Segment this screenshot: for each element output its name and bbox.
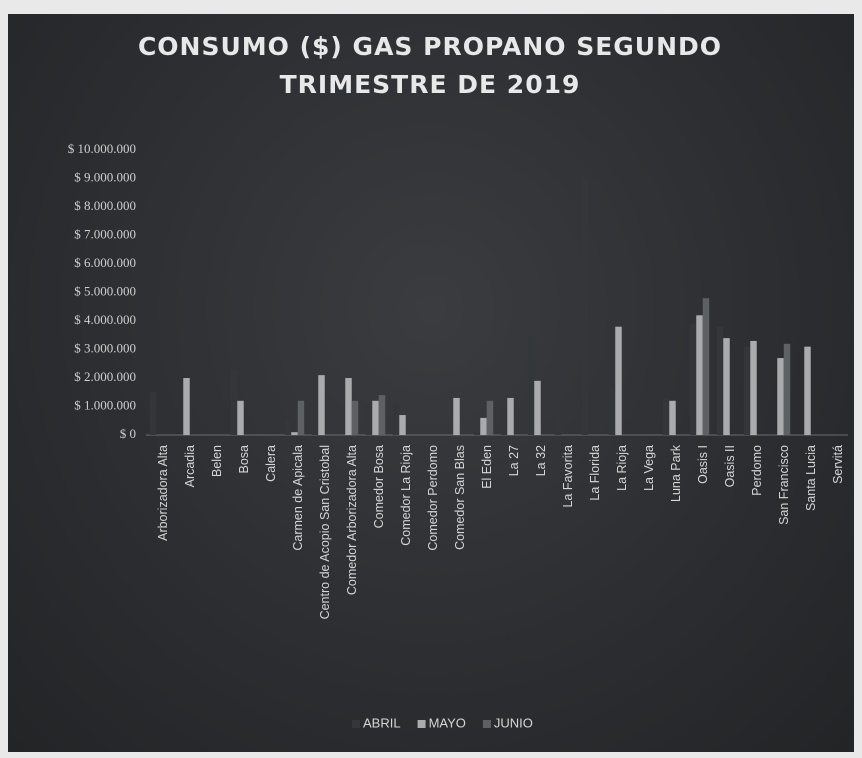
bar [230, 369, 238, 435]
x-tick-label: Comedor Perdomo [426, 445, 440, 551]
x-tick-label: Comedor Bosa [372, 445, 386, 528]
bar [318, 375, 325, 435]
x-tick-label: La 27 [507, 445, 521, 476]
bar [392, 403, 400, 435]
x-tick-label: La Florida [588, 445, 602, 501]
bar [689, 323, 697, 435]
bar [297, 400, 305, 435]
y-tick-label: $ 2.000.000 [74, 369, 136, 384]
y-tick-label: $ 1.000.000 [74, 397, 136, 412]
x-tick-label: La Favorita [561, 445, 575, 508]
y-tick-label: $ 0 [120, 426, 136, 441]
bar [345, 378, 352, 435]
bar [365, 403, 373, 435]
bar [777, 358, 784, 435]
bar [149, 392, 157, 435]
bar [615, 326, 622, 435]
bar [669, 400, 676, 435]
x-tick-label: Centro de Acopio San Cristobal [318, 445, 332, 619]
bar [716, 326, 724, 435]
legend-swatch [417, 720, 426, 728]
bar [702, 298, 710, 435]
bar [723, 338, 730, 435]
y-tick-label: $ 5.000.000 [74, 283, 136, 298]
chart-title: CONSUMO ($) GAS PROPANO SEGUNDO TRIMESTR… [137, 32, 723, 99]
x-tick-label: San Francisco [777, 445, 791, 525]
bar [507, 397, 514, 435]
y-tick-label: $ 4.000.000 [74, 312, 136, 327]
x-tick-label: Belen [210, 445, 224, 477]
bar [473, 432, 481, 435]
legend-label: MAYO [429, 715, 466, 730]
legend-swatch [352, 720, 360, 728]
bar [783, 343, 791, 435]
x-tick-label: La Vega [642, 445, 656, 491]
y-tick-label: $ 9.000.000 [74, 169, 136, 184]
bar [284, 417, 292, 435]
bar [554, 412, 562, 435]
bar [804, 346, 811, 435]
y-tick-label: $ 7.000.000 [74, 226, 136, 241]
bar [608, 386, 616, 435]
x-tick-label: Carmen de Apicala [291, 445, 305, 551]
bar [696, 315, 703, 435]
y-tick-label: $ 6.000.000 [74, 255, 136, 270]
x-tick-label: Comedor Arborizadora Alta [345, 445, 359, 595]
x-tick-label: Arcadia [183, 445, 197, 487]
x-tick-label: La Rioja [615, 445, 629, 491]
x-tick-label: Oasis II [723, 445, 737, 487]
bar [743, 346, 751, 435]
chart-background [8, 14, 854, 752]
bar [378, 395, 386, 435]
x-tick-label: Oasis I [696, 445, 710, 484]
bar [750, 340, 757, 435]
x-tick-label: Servitá [831, 445, 845, 484]
x-tick-label: La 32 [534, 445, 548, 476]
bar [534, 380, 541, 435]
y-tick-label: $ 8.000.000 [74, 198, 136, 213]
bar [527, 335, 535, 435]
x-tick-label: El Eden [480, 445, 494, 489]
bar [237, 400, 244, 435]
bar [480, 417, 487, 435]
bar [351, 400, 359, 435]
legend-label: JUNIO [494, 715, 533, 730]
bar [453, 397, 460, 435]
bar [372, 400, 379, 435]
bar [581, 178, 589, 435]
x-tick-label: Perdomo [750, 445, 764, 496]
bar [486, 400, 494, 435]
x-tick-label: Luna Park [669, 444, 683, 502]
bar [662, 397, 670, 435]
legend-swatch [482, 720, 491, 728]
y-tick-label: $ 10.000.000 [68, 141, 136, 156]
bar [500, 406, 508, 435]
bar [311, 397, 319, 435]
x-tick-label: Arborizadora Alta [156, 445, 170, 541]
x-tick-label: Bosa [237, 445, 251, 474]
x-tick-label: Comedor San Blas [453, 445, 467, 550]
bar [183, 378, 190, 435]
x-tick-label: Calera [264, 445, 278, 482]
x-tick-label: Santa Lucia [804, 445, 818, 511]
bar [291, 432, 298, 435]
y-tick-label: $ 3.000.000 [74, 340, 136, 355]
bar [399, 415, 406, 435]
legend-label: ABRIL [363, 715, 401, 730]
x-tick-label: Comedor La Rioja [399, 445, 413, 546]
